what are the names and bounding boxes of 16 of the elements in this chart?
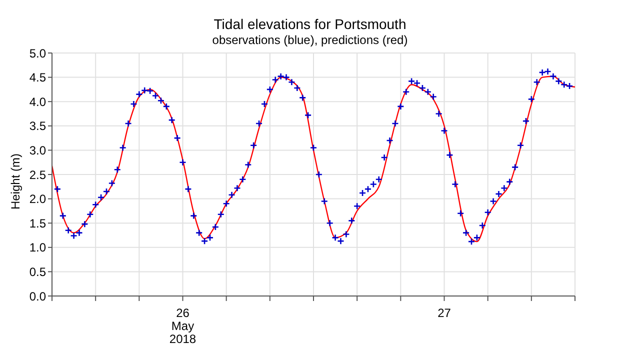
y-tick-label: 2.0 [29, 192, 46, 206]
x-tick-label: 26 May 2018 [169, 306, 196, 346]
y-tick-label: 3.5 [29, 119, 46, 134]
y-tick-label: 0.0 [29, 289, 46, 304]
y-tick-label: 4.5 [29, 70, 46, 85]
y-tick-label: 0.5 [29, 264, 46, 279]
y-tick-label: 5.0 [29, 46, 46, 60]
y-tick-label: 4.0 [29, 94, 46, 109]
y-tick-label: 3.0 [29, 143, 46, 158]
y-tick-label: 1.0 [29, 240, 46, 255]
x-tick-label: 27 [438, 306, 452, 320]
chart-title: Tidal elevations for Portsmouth [212, 16, 408, 32]
chart-subtitle: observations (blue), predictions (red) [211, 33, 409, 47]
y-tick-label: 2.5 [29, 168, 46, 182]
y-tick-label: 1.5 [29, 216, 46, 230]
y-axis-title: Height (m) [8, 153, 22, 210]
